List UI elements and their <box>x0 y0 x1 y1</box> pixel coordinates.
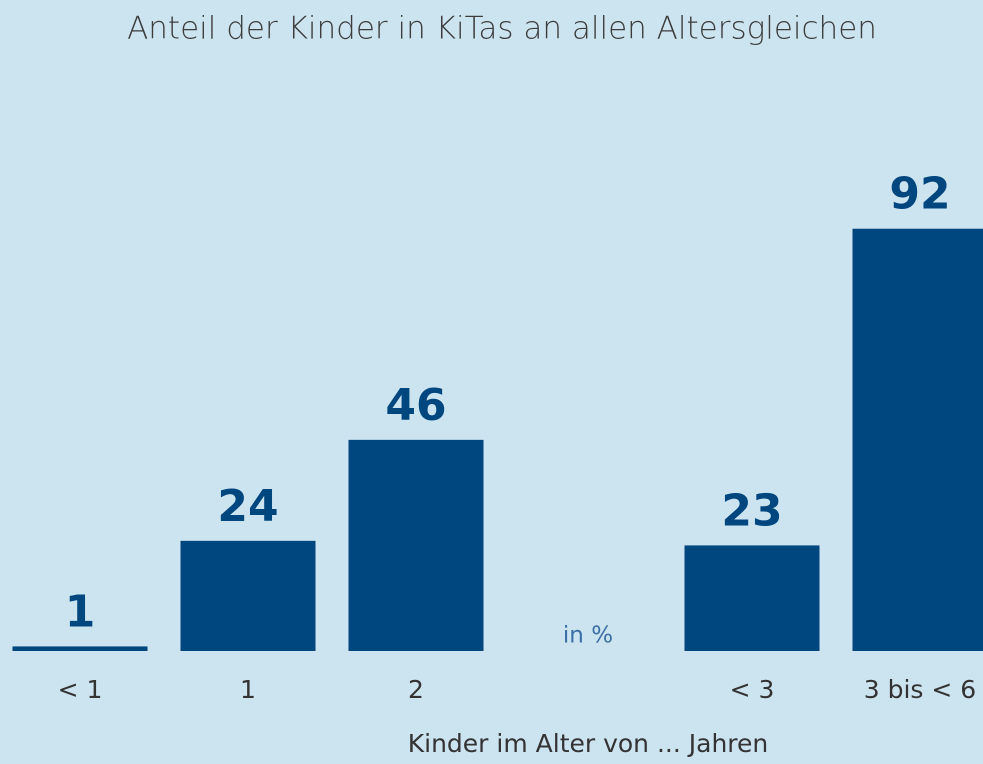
value-label: 46 <box>385 380 446 431</box>
bar <box>180 540 316 651</box>
x-tick-label: 1 <box>240 675 256 704</box>
annotation: in % <box>563 623 613 649</box>
bar <box>12 646 148 651</box>
value-label: 1 <box>65 586 96 637</box>
value-label: 24 <box>217 481 278 532</box>
x-axis-label: Kinder im Alter von ... Jahren <box>408 729 769 758</box>
value-label: 23 <box>721 485 782 536</box>
x-tick-label: 2 <box>408 675 424 704</box>
value-label: 92 <box>889 169 950 220</box>
chart-title: Anteil der Kinder in KiTas an allen Alte… <box>127 11 877 47</box>
bar <box>684 545 820 651</box>
bar <box>852 228 983 651</box>
x-tick-label: 3 bis < 6 <box>864 675 976 704</box>
x-tick-label: < 1 <box>58 675 103 704</box>
bar <box>348 439 484 651</box>
x-tick-label: < 3 <box>730 675 775 704</box>
